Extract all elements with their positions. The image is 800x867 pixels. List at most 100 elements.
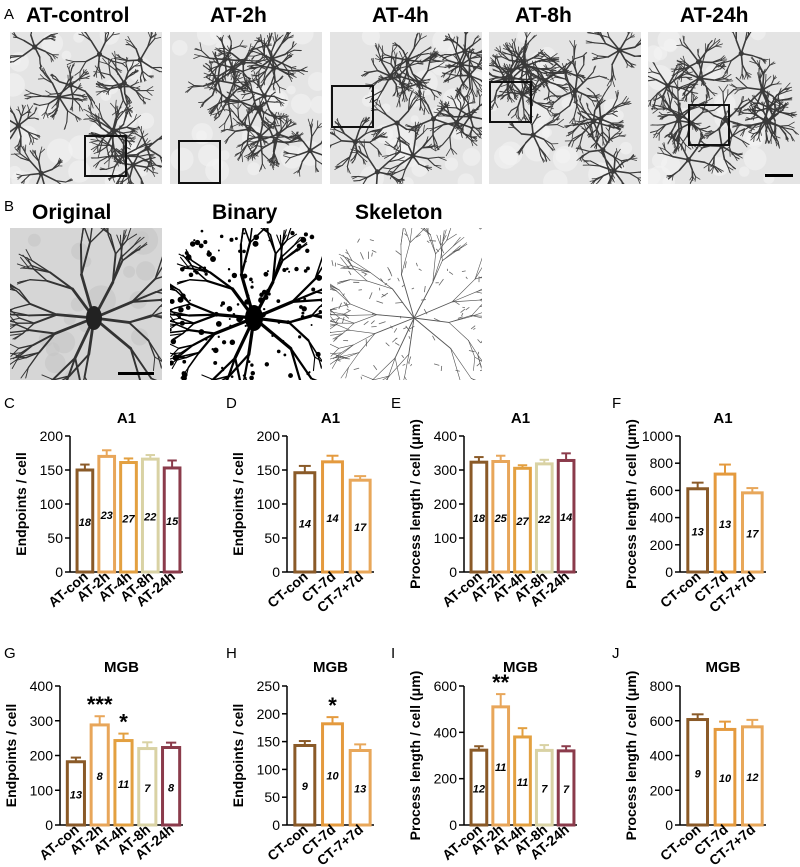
chart-h-sig-marker: * (328, 693, 337, 718)
title-at-4h: AT-4h (372, 4, 429, 27)
chart-d-y-tick-label: 150 (257, 462, 281, 478)
chart-d-y-tick-label: 50 (264, 530, 280, 546)
chart-f-y-tick-label: 200 (650, 537, 674, 553)
chart-c-n-label: 15 (166, 516, 179, 528)
chart-f-y-tick-label: 1000 (642, 428, 673, 444)
chart-g-y-tick-label: 100 (30, 782, 54, 798)
micrograph-at-2h (170, 32, 322, 184)
chart-d-y-label: Endpoints / cell (230, 452, 246, 555)
chart-f-y-tick-label: 600 (650, 482, 674, 498)
chart-c-y-tick-label: 200 (40, 428, 64, 444)
chart-d-n-label: 14 (326, 513, 338, 525)
chart-g-bar (89, 723, 110, 827)
chart-g-sig-marker: *** (87, 692, 113, 717)
title-skeleton: Skeleton (355, 201, 443, 224)
chart-j-bar (713, 727, 737, 827)
chart-e-n-label: 25 (494, 513, 508, 525)
chart-h-bar (348, 748, 372, 827)
chart-c-y-tick-label: 100 (40, 496, 64, 512)
chart-f-y-tick-label: 400 (650, 510, 674, 526)
chart-j-n-label: 9 (695, 768, 702, 780)
chart-g-title: MGB (104, 659, 139, 676)
roi-box-at-24h (688, 104, 730, 146)
roi-box-at-4h (331, 85, 374, 128)
scale-bar-b (118, 372, 154, 375)
chart-c-bar (75, 468, 95, 574)
chart-h-title: MGB (313, 659, 348, 676)
chart-g-n-label: 8 (168, 782, 175, 794)
skeleton-cell-image (330, 228, 482, 380)
chart-i-y-label: Process length / cell (μm) (407, 671, 423, 841)
chart-c-n-label: 18 (79, 517, 92, 529)
chart-h-y-tick-label: 250 (257, 678, 281, 694)
chart-d-n-label: 17 (354, 522, 367, 534)
chart-i-y-tick-label: 600 (434, 678, 458, 694)
chart-j-bar (740, 725, 764, 827)
chart-h-label: H (226, 645, 237, 662)
chart-j-bar (686, 718, 710, 827)
title-binary: Binary (212, 201, 278, 224)
chart-j-n-label: 12 (746, 772, 758, 784)
chart-e-y-tick-label: 100 (434, 530, 458, 546)
chart-c-bar (119, 461, 138, 574)
chart-j-y-tick-label: 400 (650, 748, 674, 764)
chart-f-bar (713, 472, 737, 574)
chart-c-y-tick-label: 0 (55, 564, 63, 580)
chart-c-n-label: 23 (100, 510, 113, 522)
chart-e-y-label: Process length / cell (μm) (407, 419, 423, 589)
chart-i-label: I (391, 645, 395, 662)
chart-j-y-label: Process length / cell (μm) (623, 671, 639, 841)
chart-e-n-label: 27 (515, 516, 529, 528)
chart-d-bar (321, 460, 344, 574)
chart-d-n-label: 14 (299, 518, 311, 530)
chart-g-y-tick-label: 200 (30, 748, 54, 764)
chart-d-y-tick-label: 200 (257, 428, 281, 444)
micrograph-at-control (10, 32, 162, 184)
chart-i-y-tick-label: 400 (434, 724, 458, 740)
roi-box-at-control (84, 135, 127, 177)
chart-g-n-label: 7 (144, 783, 151, 795)
chart-e-bar (513, 466, 532, 574)
chart-c-label: C (4, 395, 15, 412)
panel-label-b: B (4, 198, 15, 215)
chart-i-n-label: 11 (517, 777, 528, 789)
chart-f-n-label: 17 (746, 528, 759, 540)
chart-i-y-tick-label: 0 (449, 817, 457, 833)
chart-h-bar (321, 722, 344, 827)
chart-h-y-tick-label: 150 (257, 734, 281, 750)
chart-g-bar (137, 747, 158, 827)
chart-j-y-tick-label: 800 (650, 678, 674, 694)
title-at-control: AT-control (26, 4, 130, 27)
chart-d-y-tick-label: 0 (272, 564, 280, 580)
chart-g-n-label: 13 (70, 789, 82, 801)
chart-e-bar (534, 462, 554, 574)
chart-i: I MGB 0 200 400 600 Process length / cell (μm)… (391, 645, 577, 863)
chart-c-bar (140, 457, 160, 574)
chart-h-y-tick-label: 100 (257, 761, 281, 777)
panel-label-a: A (4, 6, 15, 23)
title-original: Original (32, 201, 112, 224)
chart-g-bar (161, 746, 182, 827)
chart-f-y-tick-label: 0 (665, 564, 673, 580)
chart-e-bar (491, 460, 511, 574)
chart-g-y-tick-label: 0 (45, 817, 53, 833)
chart-i-title: MGB (503, 659, 538, 676)
chart-d-title: A1 (321, 410, 340, 427)
chart-h-bar (293, 743, 317, 827)
chart-c-bar (97, 454, 117, 574)
chart-c-title: A1 (117, 410, 136, 427)
chart-i-bar (534, 748, 554, 827)
chart-d-label: D (226, 395, 237, 412)
chart-g-n-label: 11 (118, 779, 129, 791)
chart-e-title: A1 (511, 410, 530, 427)
chart-h-n-label: 13 (354, 784, 366, 796)
scale-bar-a (765, 174, 793, 177)
chart-f-label: F (612, 395, 621, 412)
chart-e-y-tick-label: 0 (449, 564, 457, 580)
chart-i-bar (491, 705, 511, 827)
chart-e-n-label: 22 (537, 514, 550, 526)
chart-j-y-tick-label: 200 (650, 782, 674, 798)
